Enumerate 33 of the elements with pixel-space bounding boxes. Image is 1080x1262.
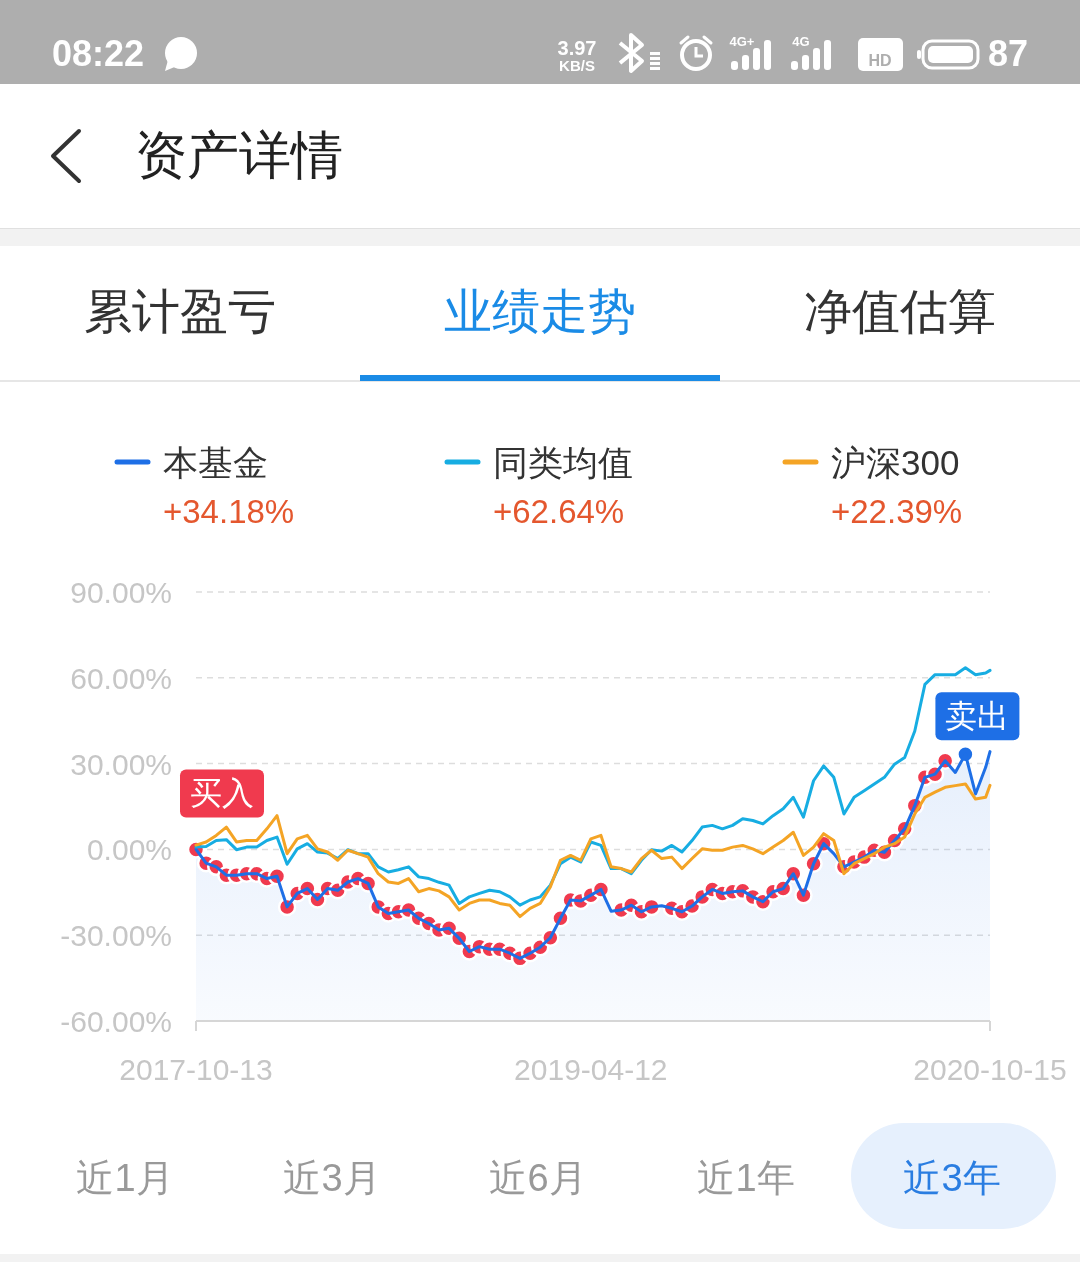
text: +22.39% <box>831 493 963 530</box>
text: 近1月 <box>76 1157 174 1199</box>
legend-label: 同类均值 <box>493 443 633 482</box>
text: HD <box>868 52 892 69</box>
text: 近3年 <box>903 1157 1001 1199</box>
text: 近6月 <box>489 1157 587 1199</box>
legend-label: 沪深300 <box>831 443 960 482</box>
text: 87 <box>988 33 1029 74</box>
legend-label: 本基金 <box>163 443 268 482</box>
text: +34.18% <box>163 493 295 530</box>
text: 近1年 <box>697 1157 795 1199</box>
x-tick-label: 2017-10-13 <box>119 1053 273 1086</box>
series-label: 卖出 <box>945 698 1010 735</box>
x-tick-label: 2020-10-15 <box>913 1053 1067 1086</box>
x-tick-label: 2019-04-12 <box>514 1053 668 1086</box>
text: 4G <box>792 34 810 49</box>
text: 3.97 <box>557 37 597 59</box>
y-tick-label: 0.00% <box>86 833 172 867</box>
y-tick-label: 30.00% <box>70 747 172 781</box>
series-label: 买入 <box>190 775 254 812</box>
text: +62.64% <box>493 493 625 530</box>
y-tick-label: 60.00% <box>70 661 172 695</box>
y-tick-label: 90.00% <box>70 576 172 609</box>
text: KB/S <box>559 57 595 74</box>
text: 净值估算 <box>804 285 996 338</box>
text: 业绩走势 <box>444 285 636 338</box>
chart-title: 资产详情 <box>135 126 343 184</box>
text: 4G+ <box>729 34 755 49</box>
text: 08:22 <box>52 33 145 74</box>
y-tick-label: -30.00% <box>60 919 172 953</box>
text: 近3月 <box>283 1157 381 1199</box>
text: 累计盈亏 <box>84 285 276 338</box>
y-tick-label: -60.00% <box>60 1005 172 1038</box>
